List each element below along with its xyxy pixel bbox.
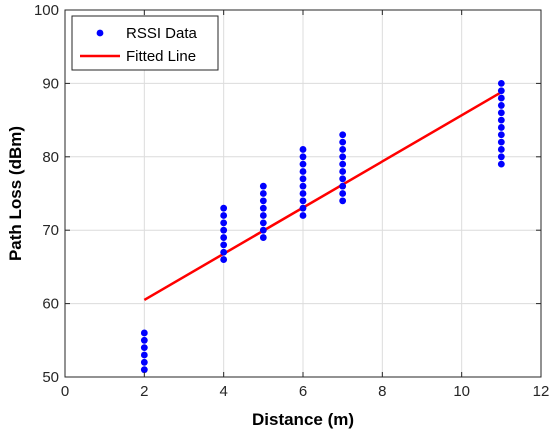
y-tick-label: 50 [42, 369, 59, 386]
rssi-data-point [299, 160, 307, 168]
y-tick-label: 90 [42, 75, 59, 92]
rssi-data-point [299, 197, 307, 205]
y-tick-label: 70 [42, 222, 59, 239]
y-tick-label: 100 [34, 2, 59, 19]
rssi-data-point [339, 168, 347, 175]
rssi-data-point [140, 329, 148, 337]
rssi-data-point [299, 204, 307, 212]
rssi-data-point [339, 160, 347, 168]
fitted-line [143, 91, 502, 302]
rssi-data-point [497, 138, 505, 146]
rssi-data-point [259, 226, 267, 234]
x-tick-label: 10 [453, 383, 470, 400]
rssi-data-point [339, 131, 347, 139]
rssi-data-point [299, 212, 307, 219]
rssi-data-point [339, 146, 347, 153]
rssi-data-point [339, 182, 347, 190]
rssi-data-point [220, 234, 228, 241]
rssi-data-point [497, 94, 505, 102]
rssi-data-point [339, 190, 347, 197]
rssi-data-point [259, 219, 267, 227]
rssi-data-point [220, 212, 228, 219]
x-tick-label: 12 [533, 383, 550, 400]
rssi-data-point [497, 80, 505, 87]
rssi-data-point [299, 146, 307, 153]
rssi-data-point [259, 212, 267, 219]
legend-marker-rssi [96, 29, 104, 37]
x-tick-label: 0 [61, 383, 69, 400]
rssi-data-point [299, 182, 307, 190]
rssi-data-point [339, 197, 347, 205]
legend: RSSI Data Fitted Line [71, 15, 219, 71]
rssi-data-point [220, 241, 228, 249]
rssi-data-point [339, 153, 347, 161]
legend-label-rssi: RSSI Data [126, 25, 198, 42]
y-axis-label: Path Loss (dBm) [6, 126, 25, 261]
ticks: 0 2 4 6 8 10 12 50 60 70 80 90 100 [34, 2, 549, 400]
rssi-data-point [140, 366, 148, 374]
rssi-data-point [497, 124, 505, 131]
legend-label-fit: Fitted Line [126, 48, 196, 65]
fit-layer [143, 91, 502, 302]
rssi-data-point [259, 234, 267, 241]
legend-box [71, 15, 219, 71]
y-tick-label: 60 [42, 296, 59, 313]
x-tick-label: 2 [140, 383, 148, 400]
x-tick-label: 6 [299, 383, 307, 400]
x-tick-label: 8 [378, 383, 386, 400]
rssi-data-point [220, 248, 228, 256]
rssi-data-point [140, 351, 148, 359]
points-layer [140, 80, 505, 374]
rssi-data-point [220, 226, 228, 234]
rssi-data-point [220, 219, 228, 227]
x-axis-label: Distance (m) [252, 410, 354, 429]
x-tick-label: 4 [219, 383, 227, 400]
rssi-data-point [497, 109, 505, 117]
rssi-data-point [220, 256, 228, 263]
rssi-data-point [497, 160, 505, 168]
y-tick-label: 80 [42, 149, 59, 166]
rssi-data-point [220, 204, 228, 212]
rssi-data-point [259, 182, 267, 190]
rssi-data-point [497, 131, 505, 139]
rssi-data-point [497, 146, 505, 153]
rssi-data-point [497, 116, 505, 124]
rssi-data-point [259, 190, 267, 197]
rssi-data-point [140, 336, 148, 344]
rssi-data-point [299, 168, 307, 175]
rssi-data-point [140, 344, 148, 352]
rssi-data-point [299, 175, 307, 183]
rssi-data-point [497, 153, 505, 161]
rssi-data-point [497, 87, 505, 95]
rssi-data-point [299, 190, 307, 197]
rssi-data-point [339, 138, 347, 146]
rssi-data-point [497, 102, 505, 109]
rssi-data-point [299, 153, 307, 161]
rssi-data-point [339, 175, 347, 183]
rssi-data-point [140, 358, 148, 366]
rssi-data-point [259, 197, 267, 205]
rssi-data-point [259, 204, 267, 212]
